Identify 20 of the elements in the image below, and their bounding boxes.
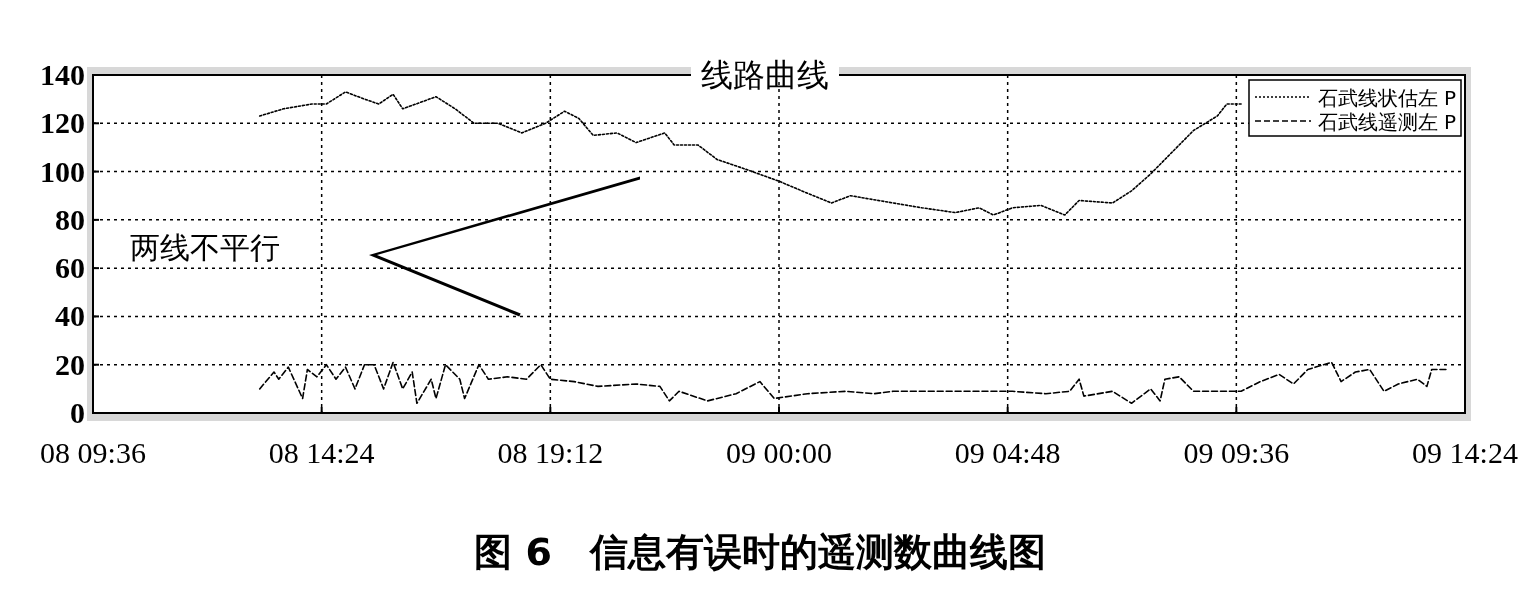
legend-label: 石武线遥测左 P — [1317, 110, 1456, 134]
y-tick-label: 40 — [55, 299, 85, 333]
y-tick-label: 60 — [55, 251, 85, 285]
x-tick-label: 09 14:24 — [1412, 436, 1518, 469]
x-tick-label: 09 00:00 — [726, 436, 832, 469]
legend-label: 石武线状估左 P — [1317, 86, 1456, 110]
y-tick-label: 0 — [70, 396, 85, 429]
y-tick-label: 20 — [55, 347, 85, 381]
y-tick-label: 100 — [40, 154, 85, 188]
x-tick-label: 09 09:36 — [1183, 436, 1290, 469]
x-tick-label: 08 09:36 — [40, 436, 146, 469]
y-tick-label: 120 — [40, 106, 85, 140]
y-tick-label: 80 — [55, 202, 85, 236]
x-tick-label: 08 14:24 — [268, 436, 375, 469]
chart-title: 线路曲线 — [701, 56, 829, 94]
x-tick-label: 08 19:12 — [497, 436, 604, 469]
y-tick-label: 140 — [40, 58, 85, 91]
caption: 图 6 信息有误时的遥测数曲线图 — [474, 530, 1046, 574]
annotation: 两线不平行 — [130, 230, 280, 265]
x-tick-label: 09 04:48 — [954, 436, 1061, 469]
